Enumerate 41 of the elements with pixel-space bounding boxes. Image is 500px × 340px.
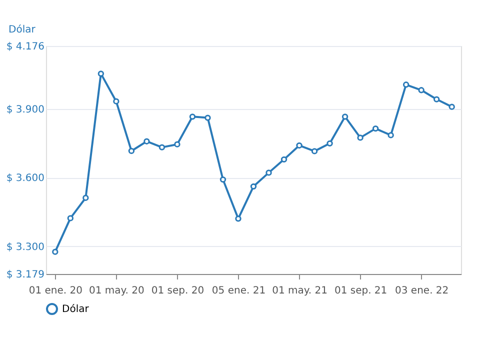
x-tick-label: 01 sep. 20 <box>151 286 204 296</box>
y-tick-label: $ 3.179 <box>6 270 44 280</box>
point <box>372 125 379 132</box>
point <box>280 156 288 163</box>
point <box>266 170 272 176</box>
point <box>418 87 424 94</box>
point <box>82 194 89 201</box>
legend-label: Dólar <box>62 304 90 315</box>
point <box>113 98 120 104</box>
x-tick-label: 03 ene. 22 <box>395 286 449 296</box>
x-tick-label: 01 may. 21 <box>272 286 328 296</box>
point <box>433 96 440 102</box>
point <box>311 148 318 154</box>
point <box>235 216 242 222</box>
point <box>158 144 166 150</box>
point <box>144 138 150 144</box>
point <box>402 82 410 88</box>
point <box>250 183 257 190</box>
point <box>326 140 333 147</box>
point <box>357 134 364 141</box>
point <box>448 104 455 110</box>
x-tick-label: 01 ene. 20 <box>28 286 82 296</box>
point <box>128 148 135 154</box>
point <box>67 215 74 222</box>
point <box>52 248 58 255</box>
point <box>204 114 211 121</box>
y-tick-label: $ 3.900 <box>6 104 44 116</box>
point <box>174 141 180 148</box>
point <box>98 70 104 77</box>
point <box>220 176 226 183</box>
y-axis-title: Dólar <box>8 24 36 36</box>
y-tick-label: $ 4.176 <box>6 42 44 52</box>
x-tick-label: 01 sep. 21 <box>334 286 388 296</box>
x-tick-label: 05 ene. 21 <box>212 286 266 296</box>
y-tick-label: $ 3.300 <box>6 242 44 253</box>
point <box>388 132 394 138</box>
point <box>189 114 196 120</box>
y-tick-label: $ 3.600 <box>6 173 44 184</box>
x-tick-label: 01 may. 20 <box>89 286 144 296</box>
point <box>296 142 302 149</box>
point <box>342 114 348 120</box>
